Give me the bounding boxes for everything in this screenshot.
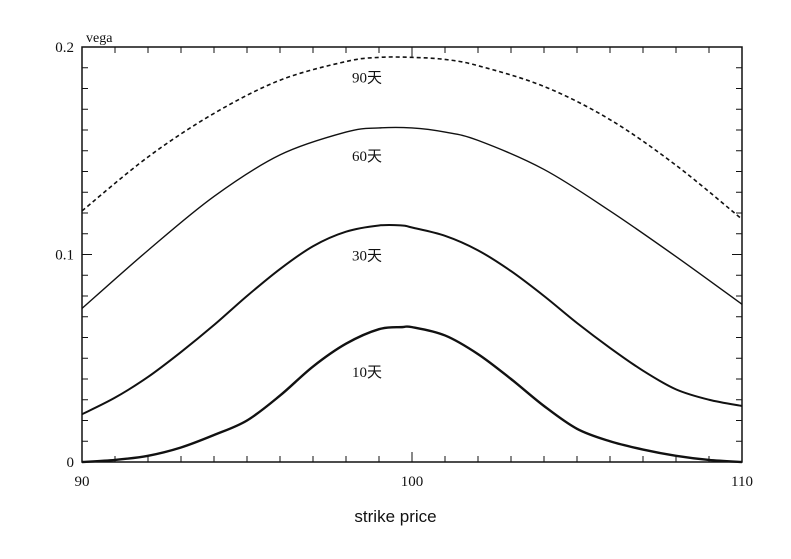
series-line-3: [81, 325, 743, 464]
series-line-1: [81, 126, 743, 309]
axis-ticks: [81, 46, 743, 463]
series-label-1: 60天: [352, 149, 382, 165]
series-label-0: 90天: [352, 70, 382, 86]
x-tick-label: 100: [401, 474, 424, 490]
x-axis-label: strike price: [354, 507, 437, 526]
y-tick-label: 0.1: [55, 248, 74, 264]
series-labels: 90天 60天 30天 10天: [352, 70, 382, 381]
y-tick-label: 0: [67, 455, 75, 471]
y-tick-label: 0.2: [55, 40, 74, 56]
series-line-2: [81, 223, 743, 416]
series-label-3: 10天: [352, 365, 382, 381]
x-tick-label: 110: [731, 474, 753, 490]
plot-frame: [81, 46, 743, 463]
x-tick-label: 90: [75, 474, 90, 490]
series-lines: [81, 56, 743, 464]
tick-labels: 90 100 110 0 0.1 0.2: [55, 40, 753, 490]
y-axis-label: vega: [86, 31, 113, 46]
series-label-2: 30天: [352, 249, 382, 265]
series-line-0: [81, 56, 743, 220]
